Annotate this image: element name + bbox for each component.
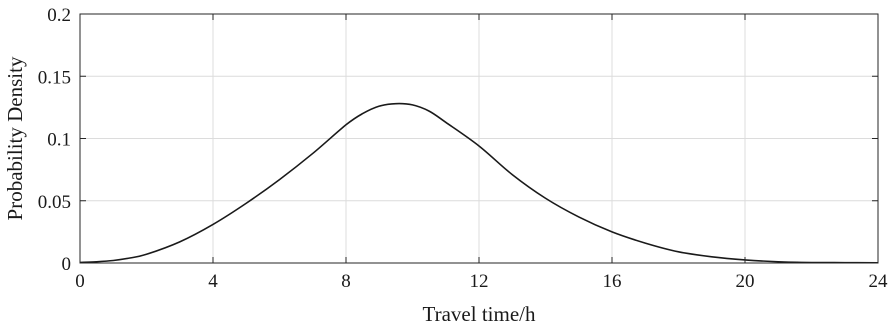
y-axis-label: Probability Density <box>3 56 27 220</box>
x-tick-label: 4 <box>208 271 218 292</box>
x-axis-label: Travel time/h <box>423 302 536 325</box>
y-tick-label: 0.15 <box>38 67 71 88</box>
y-tick-label: 0 <box>62 254 72 275</box>
x-tick-label: 0 <box>75 271 85 292</box>
x-tick-label: 20 <box>736 271 755 292</box>
series-line <box>79 102 879 264</box>
y-tick-label: 0.1 <box>47 130 71 151</box>
x-tick-label: 16 <box>603 271 622 292</box>
x-tick-label: 12 <box>470 271 489 292</box>
y-tick-label: 0.2 <box>47 5 71 26</box>
x-tick-label: 8 <box>341 271 351 292</box>
x-tick-label: 24 <box>869 271 889 292</box>
y-tick-label: 0.05 <box>38 192 71 213</box>
x-tick-labels: 0 4 8 12 16 20 24 <box>75 271 888 292</box>
grid <box>80 14 878 263</box>
tick-marks <box>79 13 879 264</box>
series-group <box>79 102 879 264</box>
y-tick-labels: 0 0.05 0.1 0.15 0.2 <box>38 5 71 275</box>
